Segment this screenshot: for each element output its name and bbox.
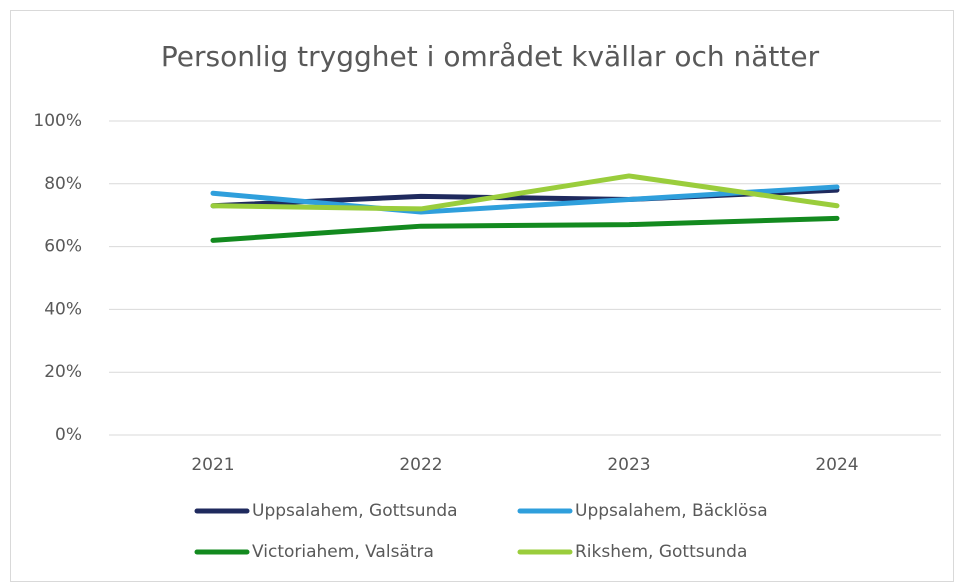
- series-line: [210, 173, 840, 212]
- x-tick-label: 2024: [815, 455, 858, 475]
- series-line: [210, 215, 840, 243]
- x-tick-label: 2023: [607, 455, 650, 475]
- y-tick-label: 0%: [55, 425, 82, 445]
- y-tick-label: 60%: [44, 237, 82, 257]
- y-tick-label: 20%: [44, 362, 82, 382]
- x-tick-label: 2022: [399, 455, 442, 475]
- legend-label: Victoriahem, Valsätra: [252, 542, 434, 562]
- legend-label: Uppsalahem, Bäcklösa: [575, 501, 768, 521]
- x-tick-label: 2021: [191, 455, 234, 475]
- y-tick-label: 40%: [44, 299, 82, 319]
- chart-frame: [10, 10, 954, 582]
- legend-label: Rikshem, Gottsunda: [575, 542, 747, 562]
- y-tick-label: 80%: [44, 174, 82, 194]
- legend-label: Uppsalahem, Gottsunda: [252, 501, 458, 521]
- chart-title: Personlig trygghet i området kvällar och…: [161, 40, 820, 73]
- y-tick-label: 100%: [33, 111, 82, 131]
